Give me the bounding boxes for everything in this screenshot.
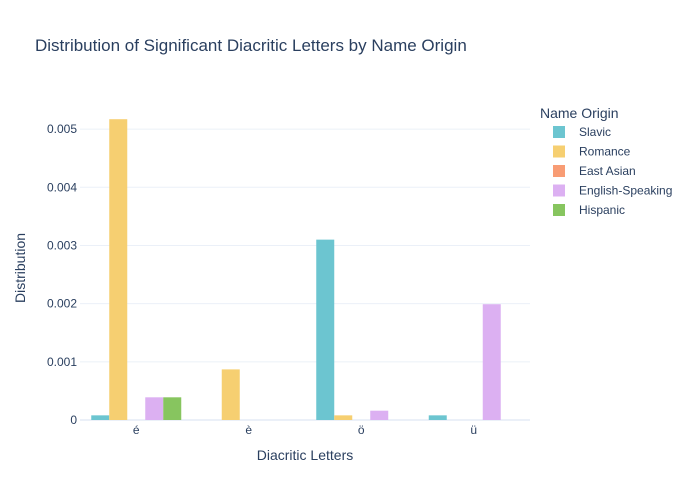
legend-swatch — [553, 184, 565, 197]
legend-item-label[interactable]: English-Speaking — [579, 184, 672, 198]
y-tick-label: 0 — [70, 413, 77, 427]
bar[interactable] — [163, 397, 182, 420]
legend: Name Origin Slavic Romance East Asian Engli… — [540, 105, 672, 217]
bars — [91, 119, 501, 420]
bar[interactable] — [370, 410, 389, 420]
legend-swatch — [553, 165, 565, 177]
bar[interactable] — [428, 415, 447, 420]
legend-items: Slavic Romance East Asian English-Speaking H… — [553, 125, 672, 217]
x-tick-label: ü — [470, 423, 477, 437]
y-tick-label: 0.001 — [47, 355, 77, 369]
x-tick-label: é — [133, 423, 140, 437]
legend-item-label[interactable]: East Asian — [579, 164, 636, 178]
y-axis-ticks: 0 0.001 0.002 0.003 0.004 0.005 — [47, 122, 77, 427]
bar[interactable] — [109, 119, 128, 420]
legend-item-label[interactable]: Romance — [579, 145, 631, 159]
grid — [80, 128, 530, 421]
legend-swatch — [553, 204, 565, 216]
legend-item-label[interactable]: Hispanic — [579, 203, 625, 217]
x-tick-label: ö — [358, 423, 365, 437]
chart-title: Distribution of Significant Diacritic Le… — [35, 36, 467, 55]
y-tick-label: 0.003 — [47, 238, 77, 252]
x-axis-title: Diacritic Letters — [257, 447, 353, 463]
legend-swatch — [553, 126, 565, 138]
x-tick-label: è — [245, 423, 252, 437]
y-tick-label: 0.004 — [47, 180, 77, 194]
bar[interactable] — [316, 239, 335, 420]
y-axis-title: Distribution — [12, 233, 28, 303]
bar[interactable] — [482, 304, 501, 420]
legend-title: Name Origin — [540, 105, 619, 121]
bar[interactable] — [145, 397, 164, 420]
bar[interactable] — [334, 415, 353, 420]
bar[interactable] — [221, 369, 240, 420]
y-tick-label: 0.002 — [47, 297, 77, 311]
legend-item-label[interactable]: Slavic — [579, 125, 611, 139]
y-tick-label: 0.005 — [47, 122, 77, 136]
bar[interactable] — [91, 415, 110, 420]
legend-swatch — [553, 145, 565, 158]
